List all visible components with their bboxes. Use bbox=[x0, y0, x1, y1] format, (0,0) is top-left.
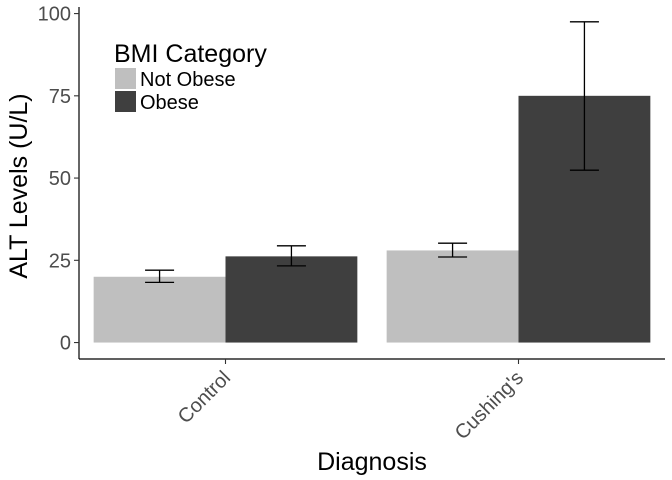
y-tick-label: 50 bbox=[49, 168, 71, 190]
legend-key-obese bbox=[115, 91, 136, 112]
bars bbox=[93, 95, 651, 343]
y-axis-ticks: 0 25 50 75 100 bbox=[38, 4, 79, 355]
x-tick-label: Cushing's bbox=[451, 367, 528, 444]
error-bar bbox=[145, 269, 175, 283]
error-bar bbox=[438, 242, 468, 258]
bar-not-obese-control bbox=[93, 276, 226, 343]
legend-title: BMI Category bbox=[114, 40, 267, 68]
error-bar bbox=[276, 245, 306, 267]
y-axis-title: ALT Levels (U/L) bbox=[5, 93, 33, 278]
error-bar bbox=[569, 21, 599, 171]
x-tick-label: Control bbox=[174, 367, 235, 428]
legend-label-not-obese: Not Obese bbox=[140, 69, 236, 91]
y-tick-label: 25 bbox=[49, 250, 71, 272]
legend-key-not-obese bbox=[115, 68, 136, 89]
axes bbox=[78, 7, 665, 360]
bar-not-obese-cushings bbox=[386, 250, 519, 343]
x-axis-ticks: Control Cushing's bbox=[174, 359, 528, 444]
x-axis-title: Diagnosis bbox=[317, 448, 427, 476]
error-bars bbox=[145, 21, 599, 283]
y-tick-label: 0 bbox=[60, 333, 71, 355]
legend-label-obese: Obese bbox=[140, 92, 199, 114]
y-tick-label: 75 bbox=[49, 86, 71, 108]
y-tick-label: 100 bbox=[38, 4, 71, 26]
bar-obese-control bbox=[225, 256, 358, 343]
